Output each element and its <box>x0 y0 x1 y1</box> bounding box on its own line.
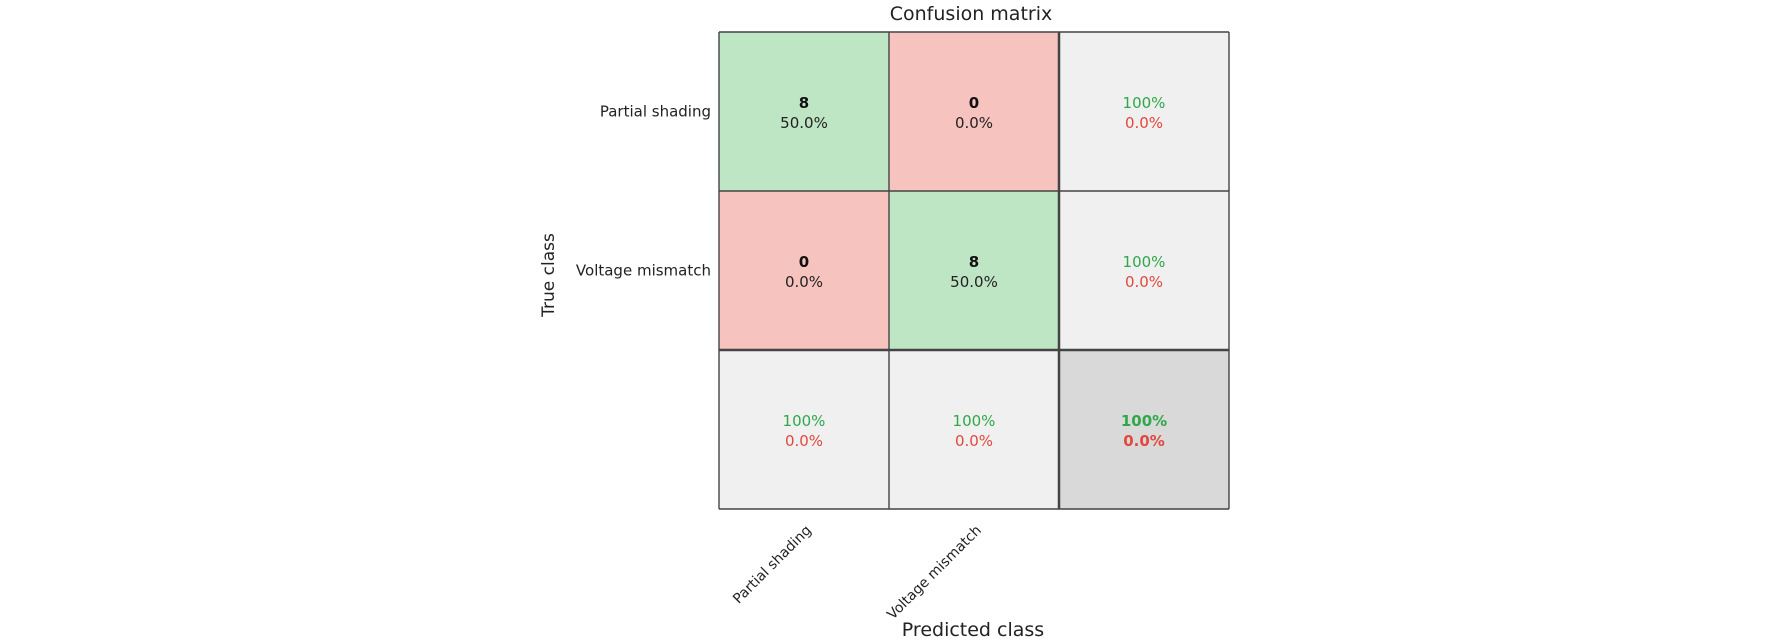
incorrect-cell <box>719 191 889 350</box>
row-summary-incorrect: 0.0% <box>1125 114 1163 132</box>
correct-cell <box>719 32 889 191</box>
cell-count: 0 <box>969 94 979 112</box>
chart-title: Confusion matrix <box>890 3 1052 25</box>
cell-percent: 50.0% <box>780 114 828 132</box>
overall-incorrect: 0.0% <box>1123 432 1165 450</box>
col-summary-incorrect: 0.0% <box>785 432 823 450</box>
col-summary-correct: 100% <box>783 412 826 430</box>
cell-percent: 0.0% <box>955 114 993 132</box>
row-summary-correct: 100% <box>1123 94 1166 112</box>
col-summary-cell <box>719 350 889 509</box>
cell-count: 0 <box>799 253 809 271</box>
x-tick-label: Partial shading <box>730 523 815 608</box>
cell-percent: 0.0% <box>785 273 823 291</box>
x-tick-label: Voltage mismatch <box>884 523 984 623</box>
row-summary-cell <box>1059 191 1229 350</box>
row-summary-cell <box>1059 32 1229 191</box>
correct-cell <box>889 191 1059 350</box>
incorrect-cell <box>889 32 1059 191</box>
y-axis-label: True class <box>539 233 559 318</box>
cell-percent: 50.0% <box>950 273 998 291</box>
overall-summary-cell <box>1059 350 1229 509</box>
overall-correct: 100% <box>1121 412 1167 430</box>
y-tick-label: Partial shading <box>600 103 711 121</box>
y-tick-label: Voltage mismatch <box>576 262 711 280</box>
cell-count: 8 <box>799 94 809 112</box>
col-summary-cell <box>889 350 1059 509</box>
x-axis-label: Predicted class <box>902 619 1044 641</box>
col-summary-correct: 100% <box>953 412 996 430</box>
cell-count: 8 <box>969 253 979 271</box>
row-summary-correct: 100% <box>1123 253 1166 271</box>
col-summary-incorrect: 0.0% <box>955 432 993 450</box>
row-summary-incorrect: 0.0% <box>1125 273 1163 291</box>
